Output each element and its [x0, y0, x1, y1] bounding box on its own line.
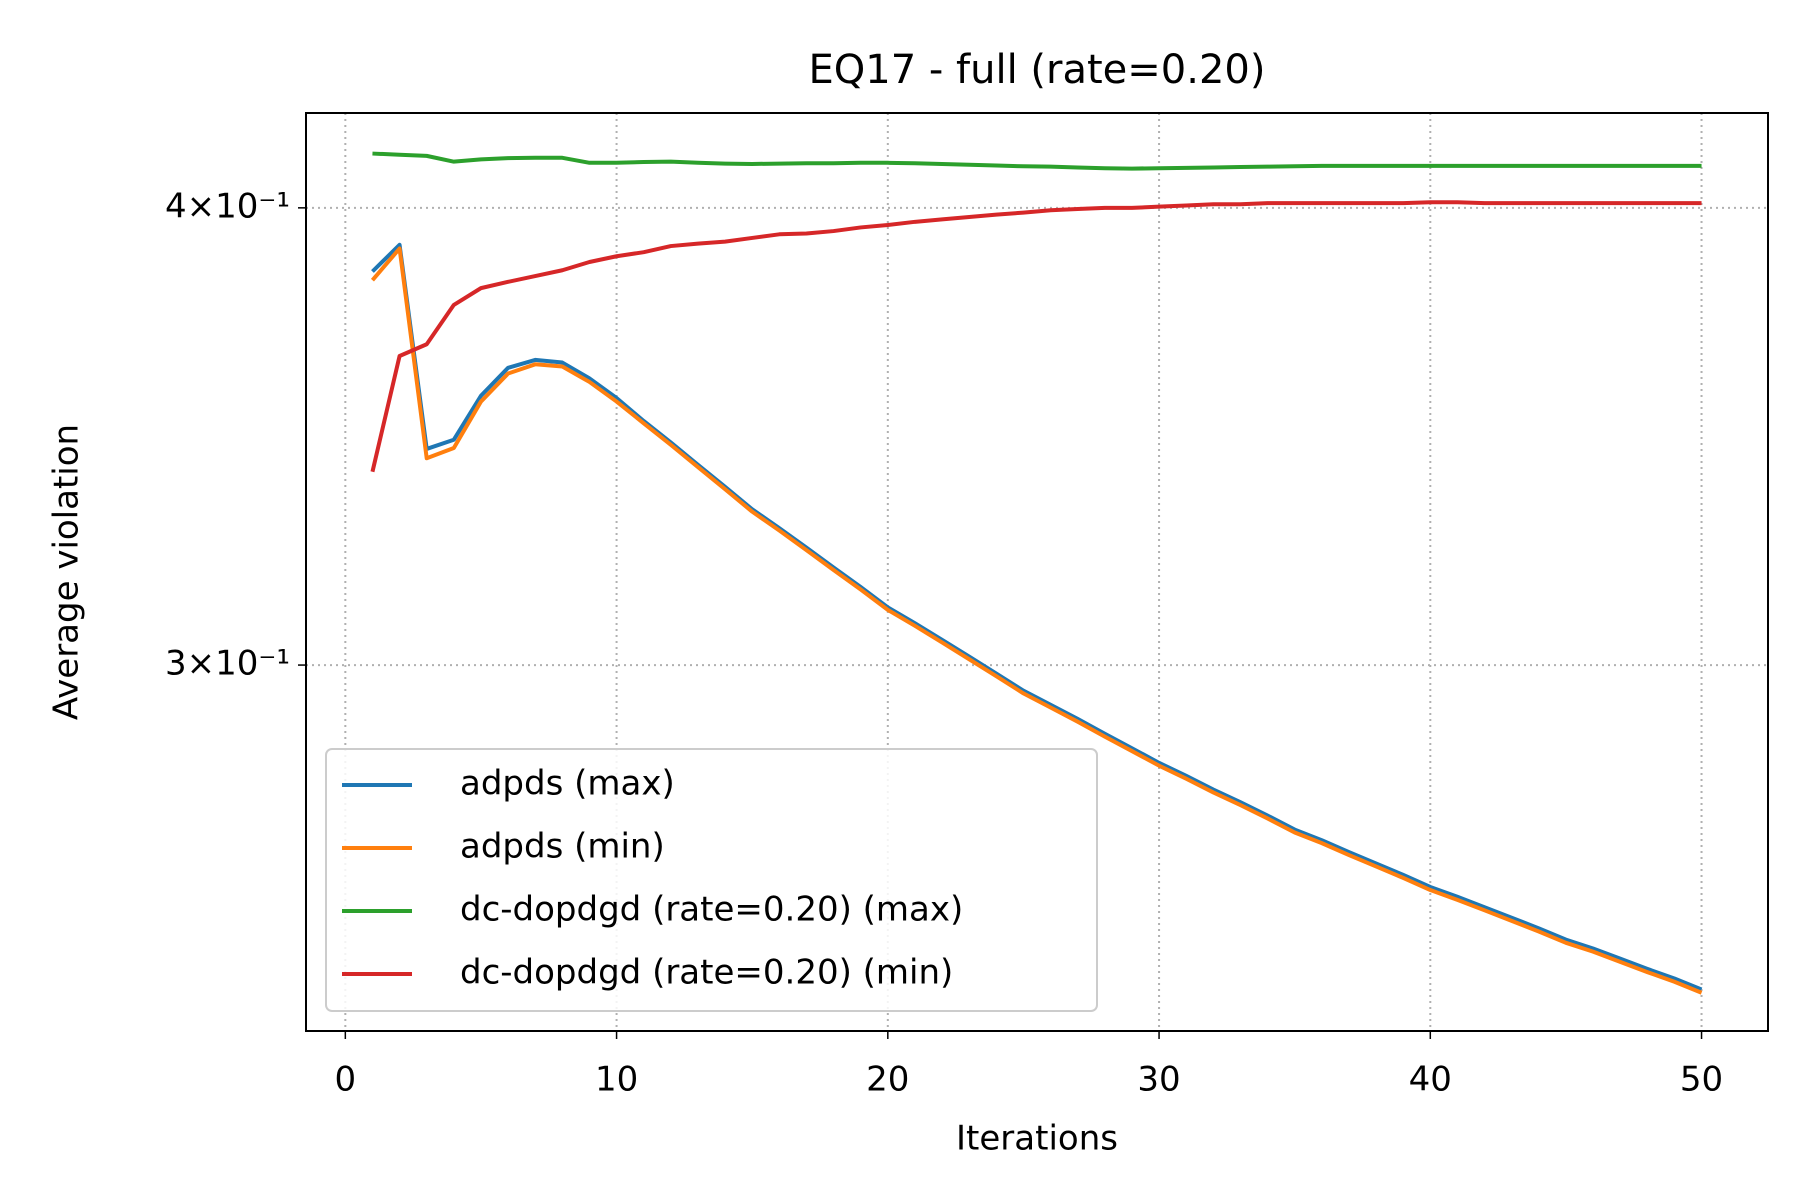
legend-label: adpds (max)	[460, 764, 675, 804]
chart-title: EQ17 - full (rate=0.20)	[809, 47, 1266, 93]
data-line	[370, 246, 1703, 995]
legend-label: dc-dopdgd (rate=0.20) (min)	[460, 953, 953, 993]
axes-frame	[305, 112, 1769, 1032]
y-tick-label: 3×10⁻¹	[165, 644, 290, 684]
x-tick-label: 50	[1680, 1060, 1723, 1100]
x-axis-label: Iterations	[956, 1119, 1118, 1159]
legend-box	[325, 748, 1098, 1012]
legend-label: dc-dopdgd (rate=0.20) (max)	[460, 890, 963, 930]
x-tick-label: 0	[335, 1060, 357, 1100]
y-tick-label: 4×10⁻¹	[165, 186, 290, 226]
x-tick-label: 20	[866, 1060, 909, 1100]
x-tick-label: 10	[595, 1060, 638, 1100]
data-line	[371, 242, 1703, 992]
legend-label: adpds (min)	[460, 827, 665, 867]
data-line	[370, 200, 1702, 473]
y-axis-label: Average violation	[47, 424, 87, 720]
data-line	[372, 151, 1702, 171]
x-tick-label: 40	[1409, 1060, 1452, 1100]
x-tick-label: 30	[1137, 1060, 1180, 1100]
